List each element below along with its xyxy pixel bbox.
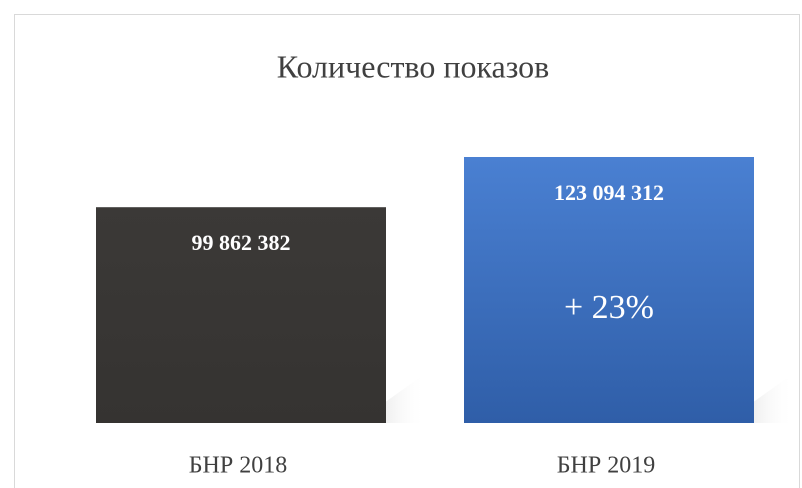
bar	[96, 207, 386, 423]
bar	[464, 157, 754, 423]
data-label: 99 862 382	[192, 230, 291, 255]
data-label: 123 094 312	[554, 180, 664, 205]
x-tick-label: БНР 2018	[189, 453, 287, 479]
chart-title: Количество показов	[277, 48, 550, 84]
x-tick-label: БНР 2019	[557, 453, 655, 479]
annotation: + 23%	[564, 289, 654, 326]
